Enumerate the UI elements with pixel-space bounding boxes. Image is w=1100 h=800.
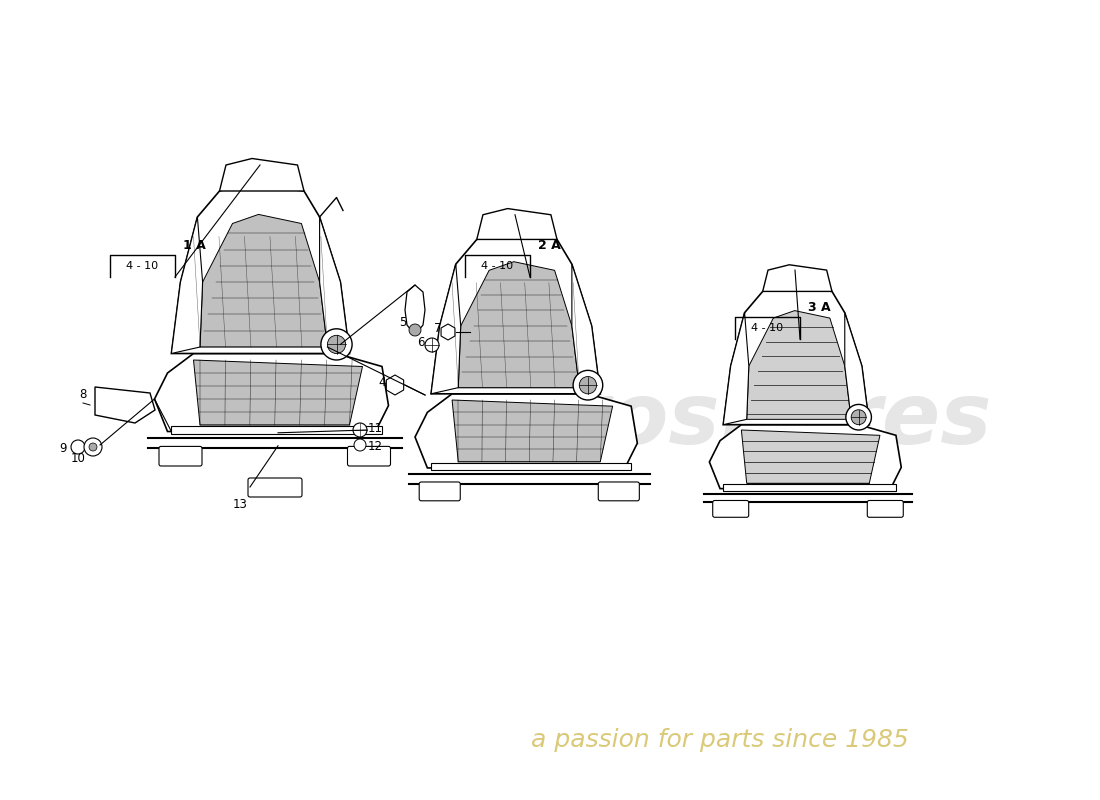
Polygon shape — [405, 285, 425, 335]
Polygon shape — [200, 214, 328, 347]
Polygon shape — [723, 286, 869, 425]
Circle shape — [321, 329, 352, 360]
Text: 9: 9 — [59, 442, 67, 454]
Polygon shape — [95, 387, 155, 423]
Text: 6: 6 — [417, 335, 425, 349]
Polygon shape — [459, 262, 580, 388]
Text: 4: 4 — [378, 375, 386, 389]
Polygon shape — [431, 264, 461, 394]
Polygon shape — [194, 360, 363, 425]
Circle shape — [846, 405, 871, 430]
Polygon shape — [747, 310, 851, 419]
Polygon shape — [723, 313, 749, 425]
Text: 4 - 10: 4 - 10 — [126, 261, 158, 271]
Text: 7: 7 — [434, 322, 442, 334]
Polygon shape — [220, 158, 304, 191]
Bar — [172, 426, 382, 434]
Circle shape — [328, 335, 345, 354]
Text: 10: 10 — [70, 451, 86, 465]
FancyBboxPatch shape — [867, 501, 903, 518]
Text: 12: 12 — [367, 439, 383, 453]
Circle shape — [72, 440, 85, 454]
Text: 5: 5 — [399, 315, 407, 329]
Circle shape — [353, 423, 367, 437]
FancyBboxPatch shape — [348, 446, 390, 466]
Text: a passion for parts since 1985: a passion for parts since 1985 — [531, 728, 909, 752]
Circle shape — [84, 438, 102, 456]
Bar — [723, 484, 895, 490]
FancyBboxPatch shape — [419, 482, 460, 501]
Text: eurospares: eurospares — [448, 378, 992, 462]
Text: 11: 11 — [367, 422, 383, 434]
Text: 1 A: 1 A — [183, 239, 206, 252]
Polygon shape — [845, 313, 869, 425]
Circle shape — [354, 439, 366, 451]
Polygon shape — [572, 264, 601, 394]
Circle shape — [573, 370, 603, 400]
Polygon shape — [741, 430, 880, 483]
Text: 3 A: 3 A — [808, 301, 830, 314]
Text: 4 - 10: 4 - 10 — [482, 261, 514, 271]
Polygon shape — [431, 234, 601, 394]
Polygon shape — [154, 354, 388, 431]
Circle shape — [409, 324, 421, 336]
Circle shape — [851, 410, 866, 425]
Polygon shape — [476, 209, 557, 239]
Text: 4 - 10: 4 - 10 — [751, 323, 783, 333]
Polygon shape — [415, 394, 637, 468]
Polygon shape — [320, 217, 350, 354]
FancyBboxPatch shape — [248, 478, 302, 497]
Text: 2 A: 2 A — [538, 239, 561, 252]
Text: 13: 13 — [232, 498, 248, 510]
Circle shape — [425, 338, 439, 352]
Text: 8: 8 — [79, 387, 87, 401]
Circle shape — [89, 443, 97, 451]
FancyBboxPatch shape — [160, 446, 202, 466]
Polygon shape — [762, 265, 832, 291]
Bar — [431, 463, 631, 470]
Polygon shape — [172, 185, 350, 354]
FancyBboxPatch shape — [598, 482, 639, 501]
Polygon shape — [710, 425, 901, 489]
FancyBboxPatch shape — [713, 501, 749, 518]
Circle shape — [580, 377, 596, 394]
Polygon shape — [452, 400, 613, 462]
Polygon shape — [172, 217, 202, 354]
